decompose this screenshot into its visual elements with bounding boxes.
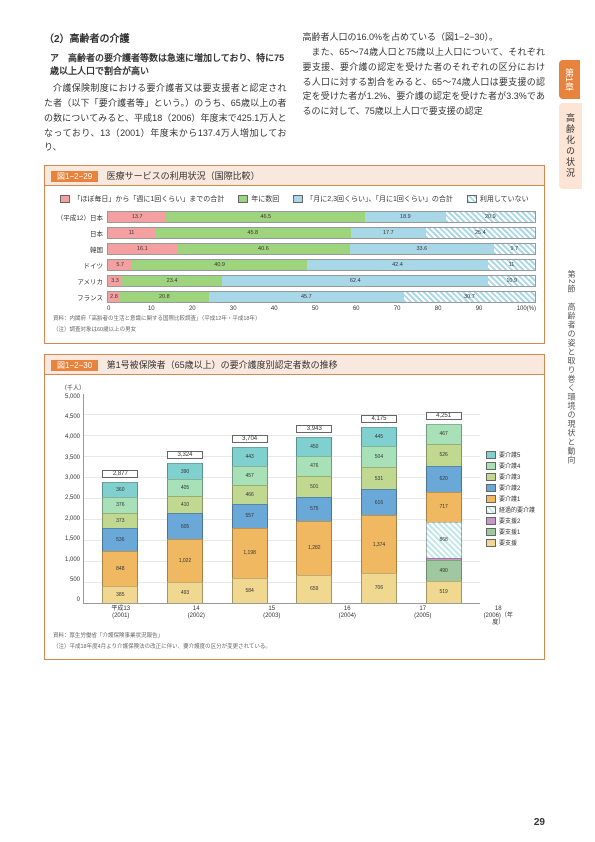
figure-1: 図1−2−29 医療サービスの利用状況（国際比較） 「ほぼ毎日」から「週に1回く… xyxy=(44,165,545,343)
side-tabs: 第1章 高齢化の状況 xyxy=(559,60,585,189)
fig2-title: 第1号被保険者（65歳以上）の要介護度別認定者数の推移 xyxy=(107,360,338,370)
fig1-chart: （平成12）日本13.746.518.920.9日本1145.817.725.4… xyxy=(53,210,536,304)
chapter-tab: 第1章 xyxy=(559,60,580,99)
fig1-note1: 資料：内閣府「高齢者の生活と意識に関する国際比較調査」（平成12年・平成18年） xyxy=(53,316,536,323)
fig2-xaxis: 平成13 (2001)14 (2002)15 (2003)16 (2004)17… xyxy=(83,606,536,628)
section-tab: 高齢化の状況 xyxy=(559,103,582,189)
subheading: ア 高齢者の要介護者等数は急速に増加しており、特に75歳以上人口で割合が高い xyxy=(44,51,287,77)
fig2-no: 図1−2−30 xyxy=(51,360,98,371)
fig1-note2: （注）調査対象は60歳以上の男女 xyxy=(53,327,536,334)
fig1-no: 図1−2−29 xyxy=(51,171,98,182)
left-paragraph: 介護保険制度における要介護者又は要支援者と認定された者（以下「要介護者等」という… xyxy=(44,81,287,155)
fig1-axis: 0102030405060708090100(%) xyxy=(107,306,536,312)
fig1-legend: 「ほぼ毎日」から「週に1回くらい」までの合計年に数回「月に2,3回くらい」、「月… xyxy=(53,194,536,204)
fig2-yaxis: 5,0004,5004,0003,5003,0002,5002,0001,500… xyxy=(53,394,83,604)
fig2-plot: 2,8773858485363733763603,3244931,0226054… xyxy=(83,394,480,604)
fig2-yunit: （千人） xyxy=(61,383,536,392)
fig2-note1: 資料：厚生労働省「介護保険事業状況報告」 xyxy=(53,633,536,640)
fig1-title: 医療サービスの利用状況（国際比較） xyxy=(107,171,260,181)
fig2-chart: 5,0004,5004,0003,5003,0002,5002,0001,500… xyxy=(53,394,536,604)
right-paragraph-1: 高齢者人口の16.0%を占めている（図1−2−30）。 xyxy=(303,30,546,45)
right-paragraph-2: また、65〜74歳人口と75歳以上人口について、それぞれ要支援、要介護の認定を受… xyxy=(303,45,546,119)
fig2-note2: （注）平成18年度4月より介護保険法の改正に伴い、要介護度の区分が変更されている… xyxy=(53,644,536,651)
page-number: 29 xyxy=(534,817,545,828)
fig2-legend: 要介護5要介護4要介護3要介護2要介護1経過的要介護要支援2要支援1要支援 xyxy=(480,394,536,604)
subsection-tab: 第2節 高齢者の姿と取り巻く環境の現状と動向 xyxy=(566,270,577,464)
heading: （2）高齢者の介護 xyxy=(44,30,287,45)
figure-2: 図1−2−30 第1号被保険者（65歳以上）の要介護度別認定者数の推移 （千人）… xyxy=(44,354,545,661)
